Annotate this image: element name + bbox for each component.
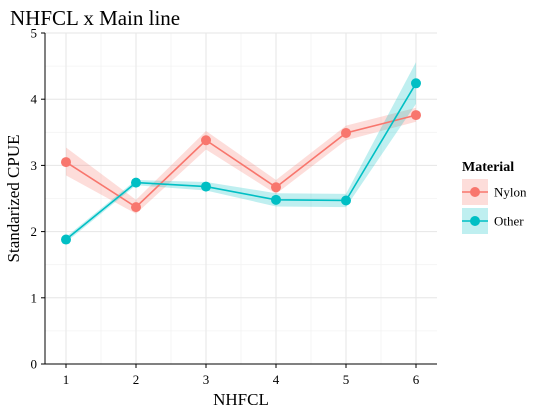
ribbon-other <box>66 62 416 243</box>
y-ticks: 0 1 2 3 4 5 <box>31 26 45 372</box>
series-points <box>61 78 421 245</box>
legend-point-other <box>470 216 480 226</box>
x-axis-title: NHFCL <box>213 390 269 409</box>
y-axis-title: Standarized CPUE <box>4 135 23 263</box>
legend-title: Material <box>462 160 514 175</box>
legend-label-nylon: Nylon <box>494 185 527 200</box>
x-tick-label: 5 <box>343 372 350 387</box>
x-tick-label: 1 <box>63 372 70 387</box>
point-other <box>131 177 141 188</box>
legend-item-other: Other <box>462 208 524 234</box>
series-lines <box>65 82 417 241</box>
axes: 0 1 2 3 4 5 1 2 3 4 5 6 <box>31 26 437 387</box>
legend-items: Nylon Other <box>462 179 527 234</box>
legend-item-nylon: Nylon <box>462 179 527 205</box>
line-other <box>65 82 417 241</box>
grid-minor <box>45 33 437 364</box>
y-tick-label: 4 <box>31 92 38 107</box>
point-nylon <box>201 135 211 146</box>
ribbon-nylon <box>66 107 416 214</box>
point-other <box>341 195 351 206</box>
y-tick-label: 2 <box>31 224 38 239</box>
point-other <box>201 181 211 192</box>
y-tick-label: 5 <box>31 26 38 41</box>
line-nylon <box>65 114 417 209</box>
point-nylon <box>131 202 141 213</box>
point-nylon <box>341 127 351 138</box>
x-tick-label: 6 <box>413 372 420 387</box>
point-other <box>411 78 421 89</box>
legend: Material Nylon Other <box>462 160 527 234</box>
x-ticks: 1 2 3 4 5 6 <box>63 364 420 387</box>
y-tick-label: 3 <box>31 158 38 173</box>
y-tick-label: 1 <box>31 290 38 305</box>
plot-area <box>45 32 437 365</box>
legend-label-other: Other <box>494 214 524 229</box>
point-other <box>61 234 71 245</box>
y-tick-label: 0 <box>31 357 38 372</box>
x-tick-label: 2 <box>133 372 140 387</box>
point-nylon <box>271 182 281 193</box>
point-other <box>271 194 281 205</box>
x-tick-label: 4 <box>273 372 280 387</box>
x-tick-label: 3 <box>203 372 210 387</box>
point-nylon <box>61 157 71 168</box>
confidence-ribbons <box>66 62 416 243</box>
legend-point-nylon <box>470 187 480 197</box>
chart-title: NHFCL x Main line <box>10 6 180 30</box>
point-nylon <box>411 110 421 121</box>
